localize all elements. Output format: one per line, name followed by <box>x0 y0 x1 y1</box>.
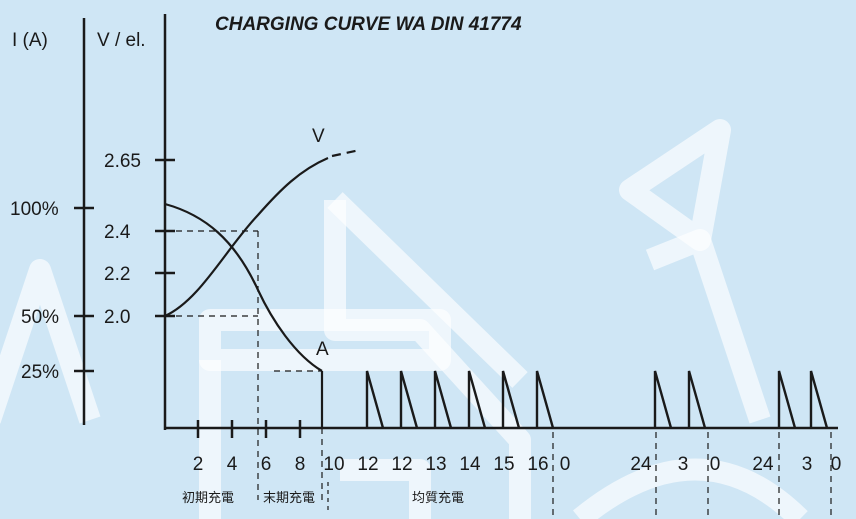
time-tick-label: 12 <box>391 454 412 475</box>
voltage-tick-label: 2.4 <box>104 222 131 243</box>
time-tick-label: 0 <box>710 454 721 475</box>
voltage-curve <box>164 156 329 318</box>
equalizing-pulse <box>365 370 385 429</box>
time-tick-label: 6 <box>261 454 272 475</box>
voltage-axis-label: V / el. <box>97 30 146 51</box>
time-tick-label: 0 <box>831 454 842 475</box>
equalizing-pulse <box>535 370 555 429</box>
equalizing-pulse <box>501 370 521 429</box>
time-tick-label: 16 <box>527 454 548 475</box>
current-tick-label: 100% <box>10 199 59 220</box>
time-tick-label: 24 <box>630 454 652 475</box>
phase-label-equalizing: 均質充電 <box>412 490 464 506</box>
voltage-tick-label: 2.65 <box>104 151 141 172</box>
voltage-curve-extension <box>331 148 361 158</box>
phase-label-initial: 初期充電 <box>182 490 234 506</box>
current-tick-label: 50% <box>21 307 59 328</box>
chart-title: CHARGING CURVE WA DIN 41774 <box>215 14 522 35</box>
voltage-curve-label: V <box>312 126 325 147</box>
time-tick-label: 13 <box>425 454 446 475</box>
time-tick-label: 8 <box>295 454 306 475</box>
voltage-tick-label: 2.0 <box>104 307 130 328</box>
guide-lines <box>165 230 832 519</box>
equalizing-pulse <box>809 370 829 429</box>
equalizing-pulse <box>399 370 419 429</box>
time-tick-label: 10 <box>323 454 344 475</box>
time-tick-label: 14 <box>459 454 481 475</box>
time-tick-labels: 2 4 6 8 10 12 12 13 14 15 16 0 24 3 0 24 3 0 <box>193 454 842 475</box>
equalizing-pulse <box>467 370 487 429</box>
time-ticks <box>196 420 302 438</box>
time-tick-label: 3 <box>802 454 813 475</box>
equalizing-pulse <box>433 370 453 429</box>
current-axis-label: I (A) <box>12 30 48 51</box>
time-tick-label: 4 <box>227 454 238 475</box>
time-tick-label: 12 <box>357 454 378 475</box>
equalizing-pulse <box>687 370 707 429</box>
current-tick-label: 25% <box>21 362 59 383</box>
watermark-logo <box>0 119 808 519</box>
time-tick-label: 3 <box>678 454 689 475</box>
voltage-tick-label: 2.2 <box>104 264 130 285</box>
time-tick-label: 0 <box>560 454 571 475</box>
current-ticks <box>74 206 94 373</box>
equalizing-pulses <box>365 370 829 429</box>
equalizing-pulse <box>653 370 673 429</box>
time-tick-label: 2 <box>193 454 204 475</box>
phase-label-final: 末期充電 <box>263 490 315 506</box>
current-curve <box>164 202 323 372</box>
time-tick-label: 15 <box>493 454 514 475</box>
current-curve-label: A <box>316 339 329 360</box>
time-tick-label: 24 <box>752 454 774 475</box>
equalizing-pulse <box>777 370 797 429</box>
